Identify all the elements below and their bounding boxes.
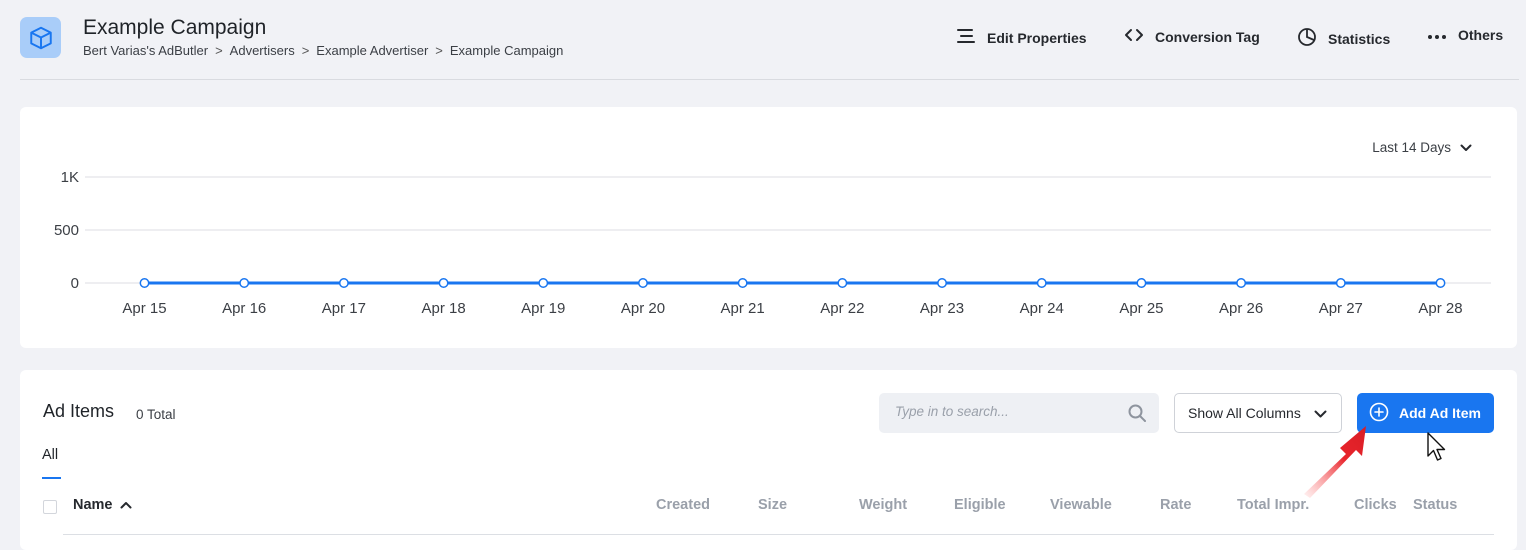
data-point — [1036, 278, 1047, 288]
breadcrumb-item-campaign: Example Campaign — [449, 43, 564, 58]
chevron-down-icon — [1314, 406, 1327, 422]
edit-properties-button[interactable]: Edit Properties — [956, 27, 1087, 48]
column-header-eligible[interactable]: Eligible — [954, 497, 1006, 513]
x-tick-label: Apr 23 — [920, 300, 964, 317]
breadcrumb-separator: > — [435, 43, 443, 58]
x-tick-label: Apr 24 — [1020, 300, 1064, 317]
others-label: Others — [1458, 27, 1504, 43]
search-input[interactable] — [893, 403, 1117, 420]
data-point — [139, 278, 150, 288]
edit-properties-icon — [956, 27, 976, 48]
data-point — [937, 278, 947, 288]
column-header-size[interactable]: Size — [758, 497, 788, 513]
table-header-divider — [63, 534, 1494, 535]
x-tick-label: Apr 18 — [421, 300, 465, 317]
column-header-clicks[interactable]: Clicks — [1354, 497, 1397, 513]
x-tick-label: Apr 17 — [322, 300, 366, 317]
data-point — [638, 278, 648, 288]
annotation-arrow-icon — [1304, 426, 1366, 498]
breadcrumb-separator: > — [301, 43, 310, 58]
breadcrumb-item-account[interactable]: Bert Varias's AdButler — [83, 43, 209, 58]
column-header-total-impressions[interactable]: Total Impr. — [1237, 497, 1310, 513]
date-range-dropdown[interactable]: Last 14 Days — [1372, 140, 1472, 155]
mouse-cursor-icon — [1427, 432, 1446, 461]
breadcrumb: Bert Varias's AdButler > Advertisers > E… — [83, 43, 563, 58]
add-ad-item-label: Add Ad Item — [1399, 405, 1481, 421]
data-point — [837, 278, 848, 288]
more-dots-icon — [1427, 27, 1447, 43]
data-point — [1136, 278, 1147, 288]
page-title: Example Campaign — [83, 16, 267, 39]
column-header-created[interactable]: Created — [656, 497, 710, 513]
x-tick-label: Apr 27 — [1319, 300, 1363, 317]
statistics-button[interactable]: Statistics — [1297, 27, 1390, 50]
y-tick-label: 1K — [61, 169, 79, 186]
data-point — [338, 278, 349, 288]
pie-chart-icon — [1297, 27, 1317, 50]
x-tick-label: Apr 19 — [521, 300, 565, 317]
date-range-label: Last 14 Days — [1372, 140, 1451, 155]
campaign-icon — [20, 17, 61, 58]
data-point — [438, 278, 449, 288]
search-icon[interactable] — [1127, 403, 1147, 428]
conversion-tag-button[interactable]: Conversion Tag — [1124, 27, 1260, 46]
y-tick-label: 500 — [54, 222, 79, 239]
breadcrumb-item-advertisers[interactable]: Advertisers — [229, 43, 295, 58]
x-tick-label: Apr 21 — [721, 300, 765, 317]
data-point — [737, 278, 748, 288]
ad-items-count: 0 Total — [136, 407, 176, 422]
y-tick-label: 0 — [71, 275, 79, 292]
conversion-tag-label: Conversion Tag — [1155, 28, 1260, 45]
x-tick-label: Apr 20 — [621, 300, 665, 317]
plus-circle-icon — [1369, 402, 1389, 425]
breadcrumb-item-advertiser[interactable]: Example Advertiser — [316, 43, 429, 58]
data-point — [239, 278, 250, 288]
x-tick-label: Apr 15 — [122, 300, 166, 317]
data-point — [1435, 278, 1446, 288]
statistics-label: Statistics — [1328, 30, 1391, 47]
breadcrumb-separator: > — [215, 43, 223, 58]
edit-properties-label: Edit Properties — [987, 29, 1087, 46]
data-point — [538, 278, 549, 288]
impressions-line-chart: 0 500 1K Apr 15 Apr 16 Apr 17 Apr 18 Apr 19 Apr … — [54, 169, 1491, 317]
column-header-viewable[interactable]: Viewable — [1050, 497, 1112, 513]
x-tick-label: Apr 22 — [820, 300, 864, 317]
column-header-name[interactable]: Name — [73, 497, 132, 513]
column-header-status[interactable]: Status — [1413, 497, 1458, 513]
data-point — [1335, 278, 1346, 288]
add-ad-item-button[interactable]: Add Ad Item — [1357, 393, 1494, 433]
search-box — [879, 393, 1159, 433]
chevron-down-icon — [1460, 140, 1472, 155]
column-header-rate[interactable]: Rate — [1160, 497, 1192, 513]
show-columns-select[interactable]: Show All Columns — [1174, 393, 1342, 433]
tab-all[interactable]: All — [42, 447, 59, 463]
x-tick-label: Apr 28 — [1418, 300, 1462, 317]
column-header-name-label: Name — [73, 497, 113, 513]
data-point — [1236, 278, 1247, 288]
tab-active-indicator — [42, 477, 61, 479]
ad-items-card: Ad Items 0 Total Show All Columns Add Ad… — [20, 370, 1517, 550]
header-divider — [20, 79, 1519, 80]
column-header-weight[interactable]: Weight — [859, 497, 908, 513]
x-tick-label: Apr 25 — [1119, 300, 1163, 317]
show-columns-label: Show All Columns — [1188, 405, 1301, 421]
ad-items-title: Ad Items — [43, 401, 115, 421]
x-tick-label: Apr 16 — [222, 300, 266, 317]
select-all-checkbox[interactable] — [43, 500, 57, 514]
others-button[interactable]: Others — [1427, 27, 1503, 43]
sort-ascending-icon — [120, 497, 132, 513]
code-icon — [1124, 27, 1144, 46]
x-tick-label: Apr 26 — [1219, 300, 1263, 317]
chart-card: Last 14 Days 0 500 1K Apr 15 Apr 16 Apr 17 Apr… — [20, 107, 1517, 348]
